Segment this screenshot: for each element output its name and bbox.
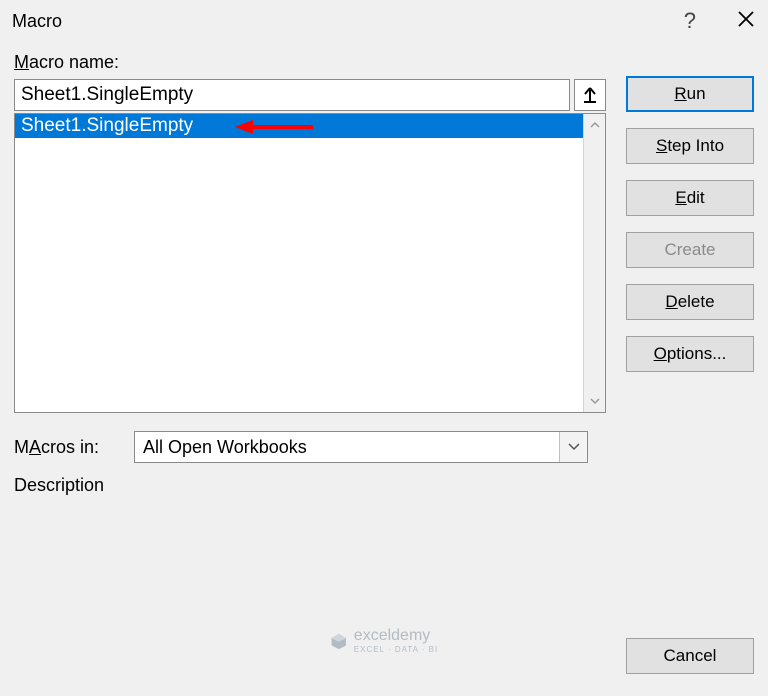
button-column: Run Step Into Edit Create Delete Options… bbox=[626, 52, 754, 496]
create-button: Create bbox=[626, 232, 754, 268]
chevron-down-icon[interactable] bbox=[559, 432, 587, 462]
macro-name-input[interactable] bbox=[14, 79, 570, 111]
watermark-logo-icon bbox=[330, 632, 348, 650]
go-to-button[interactable] bbox=[574, 79, 606, 111]
titlebar-controls: ? bbox=[684, 8, 756, 34]
macros-in-dropdown[interactable]: All Open Workbooks bbox=[134, 431, 588, 463]
watermark-text: exceldemy bbox=[354, 627, 430, 644]
scrollbar[interactable] bbox=[583, 114, 605, 412]
edit-button[interactable]: Edit bbox=[626, 180, 754, 216]
step-into-button[interactable]: Step Into bbox=[626, 128, 754, 164]
cancel-area: Cancel bbox=[626, 638, 754, 674]
macro-name-label: Macro name: bbox=[14, 52, 606, 73]
options-button[interactable]: Options... bbox=[626, 336, 754, 372]
watermark-subtext: EXCEL · DATA · BI bbox=[354, 645, 438, 654]
macro-list[interactable]: Sheet1.SingleEmpty bbox=[15, 114, 583, 412]
run-button[interactable]: Run bbox=[626, 76, 754, 112]
watermark-text-wrap: exceldemy EXCEL · DATA · BI bbox=[354, 627, 438, 654]
dialog-content: Macro name: Sheet1.SingleEmpty bbox=[0, 42, 768, 496]
macro-name-row bbox=[14, 79, 606, 111]
close-icon[interactable] bbox=[736, 9, 756, 34]
macros-in-label: MAcros in: bbox=[14, 437, 124, 458]
scroll-up-icon[interactable] bbox=[584, 114, 605, 136]
dialog-title: Macro bbox=[12, 11, 684, 32]
help-icon[interactable]: ? bbox=[684, 8, 696, 34]
macros-in-row: MAcros in: All Open Workbooks bbox=[14, 431, 606, 463]
titlebar: Macro ? bbox=[0, 0, 768, 42]
left-column: Macro name: Sheet1.SingleEmpty bbox=[14, 52, 606, 496]
delete-button[interactable]: Delete bbox=[626, 284, 754, 320]
cancel-button[interactable]: Cancel bbox=[626, 638, 754, 674]
dropdown-selected: All Open Workbooks bbox=[135, 437, 559, 458]
macro-listbox[interactable]: Sheet1.SingleEmpty bbox=[14, 113, 606, 413]
list-item[interactable]: Sheet1.SingleEmpty bbox=[15, 114, 583, 138]
description-label: Description bbox=[14, 475, 606, 496]
scroll-down-icon[interactable] bbox=[584, 390, 605, 412]
watermark: exceldemy EXCEL · DATA · BI bbox=[330, 627, 438, 654]
macro-dialog: Macro ? Macro name: Sheet1.SingleEmpty bbox=[0, 0, 768, 696]
